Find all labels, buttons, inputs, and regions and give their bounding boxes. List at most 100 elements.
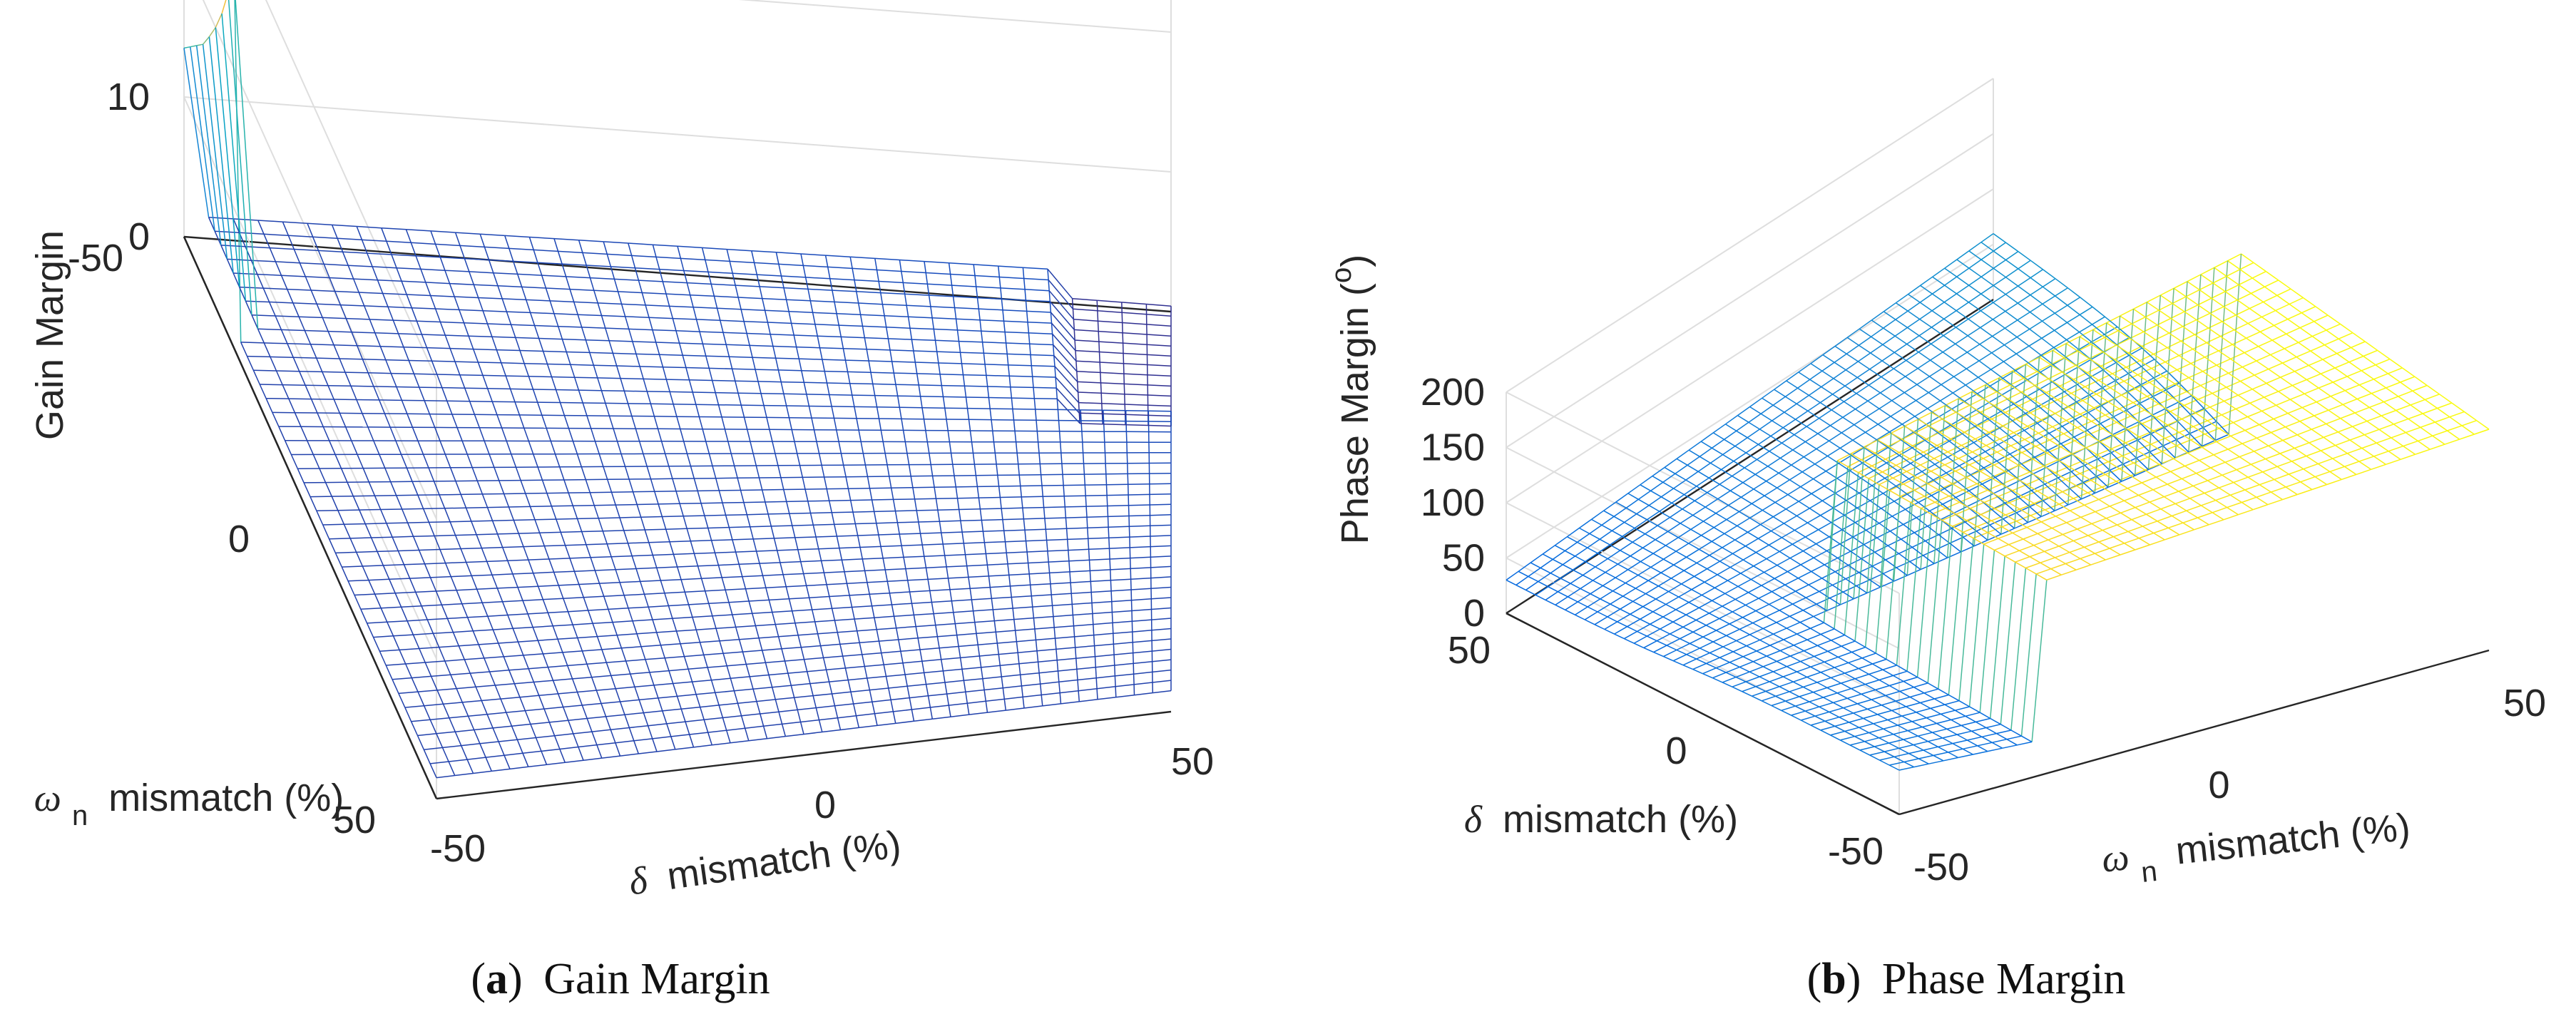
surface-mesh-line bbox=[1787, 660, 1801, 667]
surface-mesh-line bbox=[1076, 371, 1100, 374]
surface-mesh-line bbox=[373, 386, 380, 401]
surface-mesh-line bbox=[2267, 498, 2283, 506]
surface-mesh-line bbox=[911, 709, 915, 722]
surface-mesh-line bbox=[1699, 541, 1712, 550]
surface-mesh-line bbox=[692, 679, 712, 682]
surface-mesh-line bbox=[1706, 657, 1720, 665]
surface-mesh-line bbox=[1751, 495, 1765, 504]
surface-mesh-line bbox=[757, 274, 782, 277]
surface-mesh-line bbox=[1745, 676, 1760, 682]
surface-mesh-line bbox=[1043, 496, 1065, 498]
surface-mesh-line bbox=[235, 0, 259, 329]
surface-mesh-line bbox=[1020, 486, 1023, 497]
surface-mesh-line bbox=[280, 275, 288, 290]
surface-mesh-line bbox=[515, 337, 539, 339]
surface-mesh-line bbox=[829, 278, 833, 291]
surface-mesh-line bbox=[1732, 645, 1747, 652]
surface-mesh-line bbox=[1844, 377, 1858, 386]
surface-mesh-line bbox=[1968, 259, 1982, 269]
surface-mesh-line bbox=[1721, 461, 1734, 471]
surface-mesh-line bbox=[1528, 567, 1541, 578]
surface-mesh-line bbox=[839, 642, 860, 645]
surface-mesh-line bbox=[1792, 597, 1806, 605]
surface-mesh-line bbox=[2105, 554, 2121, 560]
surface-mesh-line bbox=[1801, 715, 1816, 721]
surface-mesh-line bbox=[954, 307, 979, 309]
surface-mesh-line bbox=[498, 641, 518, 644]
surface-mesh-line bbox=[1949, 536, 1963, 544]
surface-mesh-line bbox=[752, 453, 757, 466]
surface-mesh-line bbox=[1783, 633, 1797, 640]
surface-mesh-line bbox=[487, 615, 494, 630]
surface-mesh-line bbox=[1922, 722, 1937, 728]
surface-mesh-line bbox=[788, 598, 793, 611]
surface-mesh-line bbox=[956, 498, 960, 510]
surface-mesh-line bbox=[1930, 352, 1943, 361]
surface-mesh-line bbox=[883, 556, 904, 559]
surface-mesh-line bbox=[963, 680, 966, 692]
surface-mesh-line bbox=[2032, 391, 2047, 400]
surface-mesh-line bbox=[2090, 352, 2105, 360]
surface-mesh-line bbox=[1090, 580, 1111, 583]
surface-mesh-line bbox=[1921, 464, 1936, 472]
surface-mesh-line bbox=[1147, 354, 1172, 357]
surface-mesh-line bbox=[324, 263, 349, 266]
surface-mesh-line bbox=[1908, 471, 1923, 480]
surface-mesh-line bbox=[627, 403, 633, 416]
surface-mesh-line bbox=[2227, 443, 2243, 450]
surface-mesh-line bbox=[1893, 752, 1909, 758]
surface-mesh-line bbox=[1933, 451, 1948, 459]
surface-mesh-line bbox=[2160, 383, 2175, 391]
surface-mesh-line bbox=[583, 595, 604, 598]
surface-mesh-line bbox=[1844, 472, 1859, 635]
surface-mesh-line bbox=[2157, 515, 2172, 522]
surface-mesh-line bbox=[986, 375, 988, 387]
surface-mesh-line bbox=[952, 464, 955, 476]
surface-mesh-line bbox=[882, 558, 886, 570]
surface-mesh-line bbox=[392, 679, 399, 694]
surface-mesh-line bbox=[797, 548, 819, 551]
surface-mesh-line bbox=[1791, 710, 1806, 716]
surface-mesh-line bbox=[484, 656, 504, 659]
surface-mesh-line bbox=[831, 512, 835, 525]
surface-mesh-line bbox=[543, 546, 550, 560]
surface-mesh-line bbox=[593, 290, 598, 304]
surface-mesh-line bbox=[2049, 433, 2064, 441]
surface-mesh-line bbox=[477, 362, 484, 376]
surface-mesh-line bbox=[832, 406, 854, 408]
surface-mesh-line bbox=[696, 319, 720, 322]
surface-mesh-line bbox=[1114, 652, 1133, 655]
surface-mesh-line bbox=[2028, 337, 2043, 347]
surface-mesh-line bbox=[608, 340, 614, 354]
surface-mesh-line bbox=[591, 556, 612, 558]
surface-mesh-line bbox=[2290, 393, 2305, 400]
surface-mesh-line bbox=[532, 454, 538, 468]
surface-mesh-line bbox=[1863, 714, 1878, 720]
surface-mesh-line bbox=[392, 677, 412, 680]
surface-mesh-line bbox=[1913, 763, 1929, 768]
surface-mesh-line bbox=[1893, 729, 1908, 735]
surface-mesh-line bbox=[872, 498, 894, 501]
surface-mesh-line bbox=[2042, 295, 2056, 304]
surface-mesh-line bbox=[2091, 414, 2106, 422]
surface-mesh-line bbox=[1698, 600, 1712, 608]
surface-mesh-line bbox=[2085, 441, 2100, 449]
surface-mesh-line bbox=[1707, 560, 1720, 570]
surface-mesh-line bbox=[2119, 462, 2135, 469]
surface-mesh-line bbox=[670, 391, 693, 393]
surface-mesh-line bbox=[866, 349, 869, 362]
surface-mesh-line bbox=[669, 541, 675, 555]
surface-mesh-line bbox=[772, 441, 776, 454]
surface-mesh-line bbox=[2162, 445, 2177, 452]
surface-mesh-line bbox=[2311, 483, 2327, 491]
surface-mesh-line bbox=[1879, 400, 1893, 409]
surface-mesh-line bbox=[916, 509, 938, 511]
surface-mesh-line bbox=[950, 273, 976, 277]
surface-mesh-line bbox=[925, 272, 929, 285]
surface-mesh-line bbox=[506, 710, 526, 713]
surface-mesh-line bbox=[1873, 719, 1888, 725]
surface-mesh-line bbox=[745, 664, 750, 677]
surface-mesh-line bbox=[504, 235, 530, 238]
surface-mesh-line bbox=[777, 549, 798, 551]
surface-mesh-line bbox=[401, 400, 408, 414]
